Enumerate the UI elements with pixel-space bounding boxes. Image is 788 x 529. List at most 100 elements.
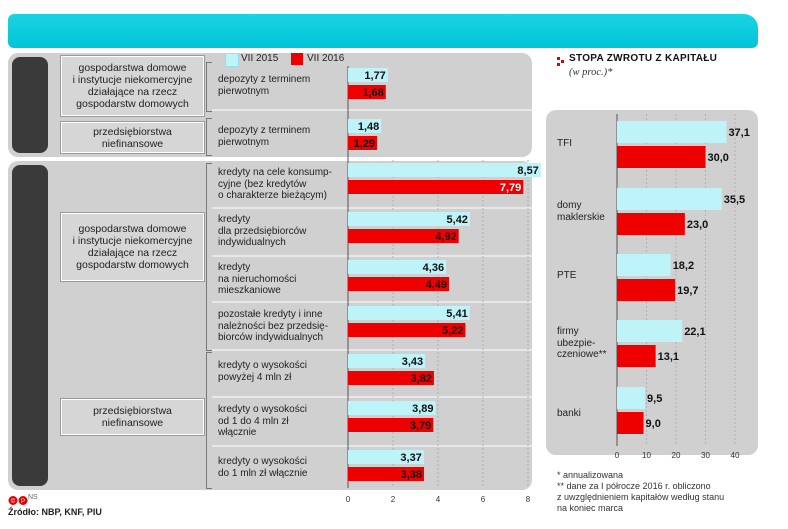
category-label: TFI: [557, 138, 572, 149]
logo-text: NS: [28, 494, 38, 501]
x-tick-label: 10: [642, 451, 651, 460]
x-tick-label: 2: [391, 495, 396, 504]
data-label: 3,43: [402, 356, 423, 368]
bar-vii2016: [617, 213, 685, 235]
category-label: PTE: [557, 270, 577, 281]
svg-text:P: P: [21, 499, 25, 505]
category-label: banki: [557, 408, 581, 419]
bar-vii2015: [617, 320, 683, 342]
data-label: 5,41: [446, 308, 467, 320]
category-label: kredyty o wysokości powyżej 4 mln zł: [218, 360, 307, 383]
x-tick-label: 20: [672, 451, 681, 460]
source-note: Źródło: NBP, KNF, PIU: [8, 507, 102, 517]
bar-vii2015: [348, 119, 382, 133]
data-label: 19,7: [677, 285, 698, 297]
category-label: kredyty na nieruchomości mieszkaniowe: [218, 262, 297, 296]
footnotes: * annualizowana ** dane za I półrocze 20…: [557, 470, 725, 513]
data-label: 9,0: [646, 418, 661, 430]
bar-vii2015: [617, 387, 646, 409]
category-label: kredyty o wysokości od 1 do 4 mln zł włą…: [218, 404, 307, 438]
data-label: 1,68: [362, 87, 383, 99]
x-tick-label: 0: [346, 495, 351, 504]
bar-vii2015: [617, 254, 671, 276]
bar-vii2016: [348, 323, 466, 337]
category-label: kredyty dla przedsiębiorców indywidualny…: [218, 214, 307, 248]
bar-vii2015: [617, 121, 727, 143]
data-label: 3,37: [400, 452, 421, 464]
x-tick-label: 40: [731, 451, 740, 460]
data-label: 3,82: [411, 373, 432, 385]
bracket-households-credits: [206, 163, 212, 351]
bar-vii2016: [617, 412, 644, 434]
x-tick-label: 30: [701, 451, 710, 460]
publisher-logo: © P: [8, 493, 34, 505]
data-label: 5,22: [442, 325, 463, 337]
data-label: 35,5: [724, 194, 745, 206]
bar-vii2016: [348, 467, 425, 481]
bar-vii2016: [348, 136, 378, 150]
bar-vii2015: [348, 260, 447, 274]
category-label: firmy ubezpie- czeniowe**: [557, 326, 607, 360]
legend-label-vii2015: VII 2015: [241, 53, 279, 64]
x-tick-label: 8: [526, 495, 531, 504]
bar-vii2015: [348, 306, 470, 320]
bracket-firms-deposits: [206, 118, 212, 156]
chart-title: Stopa zwrotu z kapitału: [569, 53, 718, 64]
data-label: 5,42: [447, 214, 468, 226]
bar-vii2015: [348, 450, 424, 464]
data-label: 7,79: [500, 182, 521, 194]
bar-vii2015: [348, 354, 426, 368]
x-tick-label: 6: [481, 495, 486, 504]
data-label: 1,29: [354, 138, 375, 150]
category-label: kredyty na cele konsump- cyjne (bez kred…: [218, 167, 332, 201]
bar-vii2016: [348, 277, 450, 291]
data-label: 3,89: [412, 403, 433, 415]
bar-vii2016: [348, 229, 459, 243]
data-label: 23,0: [687, 219, 708, 231]
data-label: 4,49: [426, 279, 447, 291]
legend-label-vii2016: VII 2016: [307, 53, 345, 64]
legend-swatch-vii2016: [291, 53, 303, 65]
data-label: 4,36: [423, 262, 444, 274]
bar-vii2016: [617, 279, 676, 301]
data-label: 1,48: [358, 121, 379, 133]
bar-vii2016: [348, 418, 434, 432]
data-label: 22,1: [684, 326, 705, 338]
data-label: 1,77: [364, 70, 385, 82]
bar-vii2015: [348, 68, 388, 82]
title-marker-icon: [557, 54, 565, 66]
svg-text:©: ©: [11, 498, 16, 505]
bar-vii2016: [617, 345, 656, 367]
bar-vii2016: [348, 180, 524, 194]
data-label: 30,0: [708, 152, 729, 164]
chart-subtitle: (w proc.)*: [569, 67, 613, 78]
category-label: depozyty z terminem pierwotnym: [218, 125, 311, 148]
data-label: 18,2: [673, 260, 694, 272]
bar-vii2015: [348, 401, 436, 415]
side-tab-deposits: [12, 57, 48, 153]
data-label: 3,38: [401, 469, 422, 481]
bar-vii2016: [348, 85, 386, 99]
category-label: kredyty o wysokości do 1 mln zł włącznie: [218, 456, 308, 479]
bar-vii2015: [617, 188, 722, 210]
side-tab-credits: [12, 165, 48, 486]
category-label: depozyty z terminem pierwotnym: [218, 74, 311, 97]
group-firms-deposits: przedsiębiorstwa niefinansowe: [61, 122, 204, 153]
category-label: pozostałe kredyty i inne należności bez …: [218, 309, 329, 343]
bracket-households-deposits: [206, 62, 212, 112]
x-tick-label: 0: [615, 451, 620, 460]
data-label: 4,92: [435, 231, 456, 243]
group-households-credits: gospodarstwa domowe i instytucje niekome…: [61, 213, 204, 281]
category-label: domy maklerskie: [557, 200, 605, 223]
data-label: 9,5: [647, 393, 662, 405]
data-label: 13,1: [658, 351, 679, 363]
data-label: 8,57: [517, 165, 538, 177]
bar-vii2016: [348, 371, 434, 385]
data-label: 37,1: [728, 127, 749, 139]
x-tick-label: 4: [436, 495, 441, 504]
bar-vii2016: [617, 146, 706, 168]
data-label: 3,79: [410, 420, 431, 432]
group-firms-credits: przedsiębiorstwa niefinansowe: [61, 399, 204, 435]
bracket-firms-credits: [206, 352, 212, 489]
